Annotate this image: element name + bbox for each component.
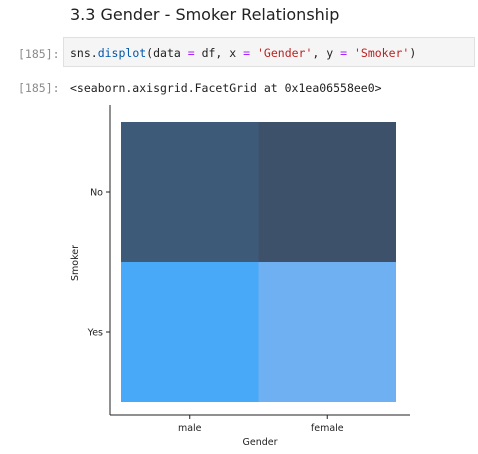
output-prompt: [185]: <box>18 81 60 95</box>
y-tick-label: No <box>90 188 103 199</box>
y-tick-label: Yes <box>87 328 103 339</box>
x-tick-label: female <box>311 423 344 434</box>
y-axis-label: Smoker <box>70 245 81 281</box>
x-axis-label: Gender <box>242 437 277 448</box>
x-tick-label: male <box>178 423 202 434</box>
section-heading: 3.3 Gender - Smoker Relationship <box>70 5 340 24</box>
code-string-smoker: 'Smoker' <box>353 46 410 60</box>
code-close: ) <box>409 46 417 60</box>
code-operator-1: = <box>187 46 195 60</box>
code-line: sns.displot(data = df, x = 'Gender', y =… <box>70 46 416 60</box>
heatmap-cell-female-yes <box>258 262 396 402</box>
code-space-1 <box>250 46 257 60</box>
code-string-gender: 'Gender' <box>257 46 313 60</box>
heatmap-cell-male-yes <box>121 262 259 402</box>
code-operator-3: = <box>340 46 348 60</box>
code-operator-2: = <box>243 46 251 60</box>
x-ticks: male female <box>178 415 344 434</box>
code-mid: , y <box>312 46 341 60</box>
output-text: <seaborn.axisgrid.FacetGrid at 0x1ea0655… <box>70 81 382 95</box>
code-space-2 <box>347 46 354 60</box>
heatmap-cell-male-no <box>121 122 259 262</box>
code-arg-1: df, x <box>194 46 244 60</box>
displot-chart: male female No Yes Gender Smoker <box>70 105 410 448</box>
input-prompt: [185]: <box>18 47 60 61</box>
code-open: (data <box>146 46 188 60</box>
code-module: sns. <box>70 46 98 60</box>
code-function: displot <box>97 46 147 60</box>
y-ticks: No Yes <box>87 188 110 339</box>
heatmap-cells <box>121 122 396 402</box>
code-cell[interactable]: sns.displot(data = df, x = 'Gender', y =… <box>63 37 475 67</box>
heatmap-cell-female-no <box>258 122 396 262</box>
